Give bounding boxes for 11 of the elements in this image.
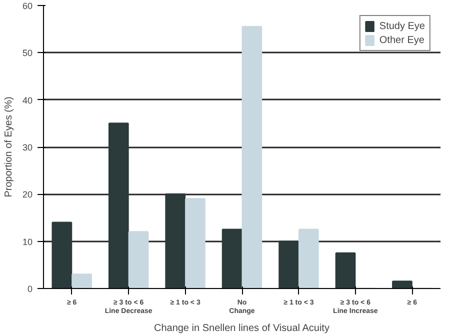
legend-label: Study Eye [379,20,425,32]
y-tick-label: 60 [22,1,33,11]
y-tick-label: 0 [27,284,33,294]
y-tick-label: 50 [22,48,33,58]
y-tick-label: 20 [22,190,33,200]
x-axis-title: Change in Snellen lines of Visual Acuity [154,322,330,334]
y-tick-label: 30 [22,142,33,152]
legend-label: Other Eye [379,34,424,46]
y-tick-label: 40 [22,95,33,106]
y-tick-label: 10 [22,236,33,247]
y-axis-title: Proportion of Eyes (%) [3,96,14,198]
